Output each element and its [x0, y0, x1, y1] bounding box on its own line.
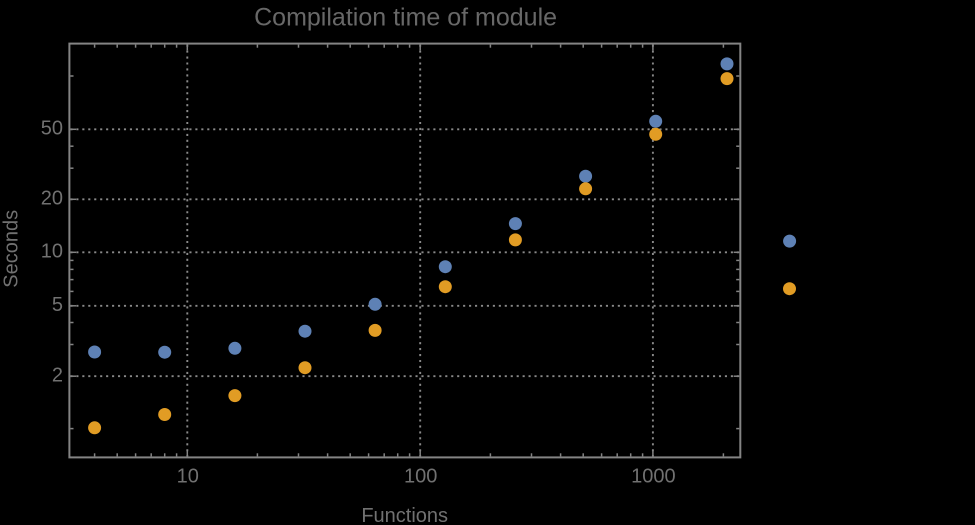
svg-text:10: 10 [41, 241, 63, 263]
svg-text:2: 2 [52, 365, 63, 387]
svg-text:Compilation time of module: Compilation time of module [254, 4, 557, 32]
svg-text:100: 100 [404, 466, 437, 488]
svg-text:50: 50 [41, 118, 63, 140]
svg-text:10: 10 [177, 466, 199, 488]
svg-text:1000: 1000 [631, 466, 676, 488]
svg-text:Seconds: Seconds [0, 210, 22, 288]
svg-text:Functions: Functions [361, 505, 448, 525]
svg-text:20: 20 [41, 188, 63, 210]
svg-text:5: 5 [52, 294, 63, 316]
